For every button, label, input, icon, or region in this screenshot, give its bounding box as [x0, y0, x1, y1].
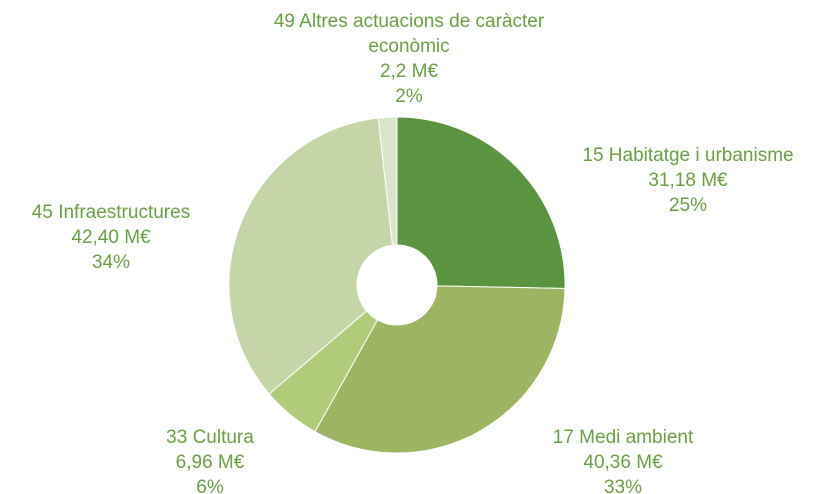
percent-label: 34% — [91, 252, 131, 273]
slice-label: 33 Cultura 6,96 M€ 6% — [110, 425, 310, 494]
category-label: 15 Habitatge i urbanisme — [582, 145, 794, 166]
value-label: 2,2 M€ — [379, 61, 439, 82]
slice — [228, 117, 394, 395]
value-label: 40,36 M€ — [583, 452, 663, 473]
slice-label: 17 Medi ambient 40,36 M€ 33% — [473, 425, 773, 494]
slice — [396, 116, 566, 289]
percent-label: 33% — [603, 477, 643, 494]
slice-label: 45 Infraestructures 42,40 M€ 34% — [0, 200, 231, 275]
category-label: 33 Cultura — [166, 427, 254, 448]
category-label: 45 Infraestructures — [31, 202, 191, 223]
value-label: 31,18 M€ — [648, 170, 728, 191]
value-label: 6,96 M€ — [175, 452, 245, 473]
percent-label: 25% — [668, 195, 708, 216]
percent-label: 2% — [395, 86, 423, 107]
category-label: 49 Altres actuacions de caràcter econòmi… — [273, 11, 545, 57]
slice — [377, 116, 398, 246]
value-label: 42,40 M€ — [71, 227, 151, 248]
percent-label: 6% — [196, 477, 224, 494]
category-label: 17 Medi ambient — [552, 427, 694, 448]
slice-label: 15 Habitatge i urbanisme 31,18 M€ 25% — [538, 143, 823, 218]
slice — [314, 285, 566, 454]
slice-label: 49 Altres actuacions de caràcter econòmi… — [269, 9, 549, 109]
